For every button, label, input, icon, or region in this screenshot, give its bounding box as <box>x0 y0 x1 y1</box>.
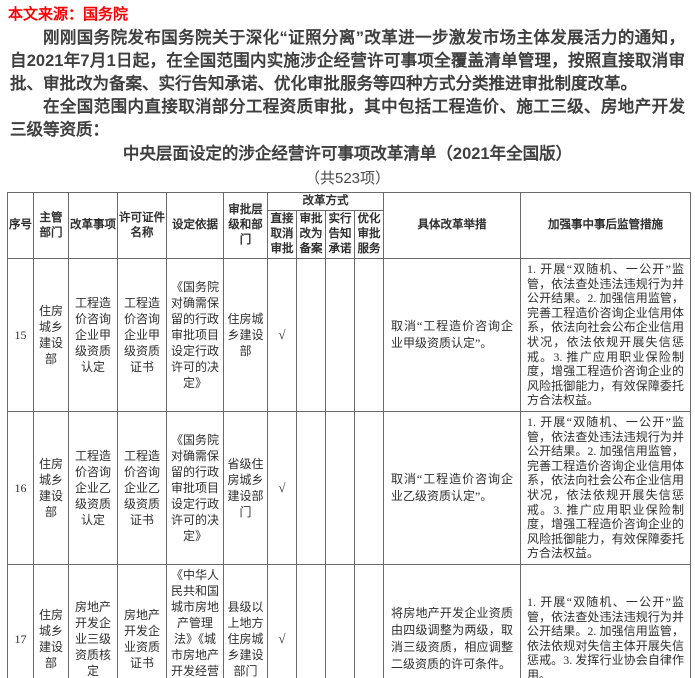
header-reform-mode-group: 改革方式 <box>267 192 384 211</box>
cell-seq: 16 <box>7 410 34 565</box>
list-count: （共523项） <box>304 170 391 187</box>
header-measures: 具体改革举措 <box>383 192 521 259</box>
header-seq: 序号 <box>7 192 34 259</box>
checkmark-cancel: √ <box>267 410 297 565</box>
source-label: 本文来源：国务院 <box>8 6 129 23</box>
reform-list-table: 序号 主管部门 改革事项 许可证件名称 设定依据 审批层级和部门 改革方式 具体… <box>7 192 691 678</box>
cell-level: 住房城乡建设部 <box>223 258 268 412</box>
header-reform-item: 改革事项 <box>68 192 118 259</box>
scope-paragraph: 在全国范围内直接取消部分工程资质审批，其中包括工程造价、施工三级、房地产开发三级… <box>10 98 685 139</box>
cell-license: 工程造价咨询企业乙级资质证书 <box>117 410 167 565</box>
cell-level: 县级以上地方住房城乡建设部门 <box>223 563 268 678</box>
cell-license: 工程造价咨询企业甲级资质证书 <box>117 258 167 412</box>
header-license-name: 许可证件名称 <box>117 192 167 259</box>
header-mode-commitment: 实行告知承诺 <box>325 210 355 259</box>
cell-mode-commitment <box>325 258 355 412</box>
cell-measures: 将房地产开发企业资质由四级调整为两级，取消三级资质，相应调整二级资质的许可条件。 <box>383 563 521 678</box>
table-header: 序号 主管部门 改革事项 许可证件名称 设定依据 审批层级和部门 改革方式 具体… <box>7 192 691 259</box>
header-approval-level: 审批层级和部门 <box>223 192 268 259</box>
checkmark-cancel: √ <box>267 258 297 412</box>
cell-mode-filing <box>296 563 326 678</box>
cell-basis: 《国务院对确需保留的行政审批项目设定行政许可的决定》 <box>166 410 224 565</box>
cell-mode-filing <box>296 258 326 412</box>
cell-mode-commitment <box>325 410 355 565</box>
cell-item: 工程造价咨询企业乙级资质认定 <box>68 410 118 565</box>
cell-mode-filing <box>296 410 326 565</box>
cell-measures: 取消“工程造价咨询企业乙级资质认定”。 <box>383 410 521 565</box>
cell-mode-commitment <box>325 563 355 678</box>
cell-dept: 住房城乡建设部 <box>33 258 69 412</box>
header-legal-basis: 设定依据 <box>166 192 224 259</box>
cell-license: 房地产开发企业资质证书 <box>117 563 167 678</box>
cell-seq: 17 <box>7 563 34 678</box>
table-row: 16 住房城乡建设部 工程造价咨询企业乙级资质认定 工程造价咨询企业乙级资质证书… <box>7 410 691 565</box>
list-title: 中央层面设定的涉企经营许可事项改革清单（2021年全国版） <box>122 145 573 163</box>
header-dept: 主管部门 <box>33 192 69 259</box>
cell-seq: 15 <box>7 258 34 412</box>
header-mode-filing: 审批改为备案 <box>296 210 326 259</box>
cell-measures: 取消“工程造价咨询企业甲级资质认定”。 <box>383 258 521 412</box>
reform-table-container: 序号 主管部门 改革事项 许可证件名称 设定依据 审批层级和部门 改革方式 具体… <box>7 192 695 678</box>
cell-item: 房地产开发企业三级资质核定 <box>68 563 118 678</box>
cell-dept: 住房城乡建设部 <box>33 410 69 565</box>
cell-basis: 《中华人民共和国城市房地产管理法》《城市房地产开发经营管理条例》 <box>166 563 224 678</box>
cell-supervision: 1. 开展“双随机、一公开”监管，依法查处违法违规行为并公开结果。2. 加强信用… <box>520 410 691 565</box>
table-row: 17 住房城乡建设部 房地产开发企业三级资质核定 房地产开发企业资质证书 《中华… <box>7 563 691 678</box>
table-row: 15 住房城乡建设部 工程造价咨询企业甲级资质认定 工程造价咨询企业甲级资质证书… <box>7 258 691 412</box>
cell-basis: 《国务院对确需保留的行政审批项目设定行政许可的决定》 <box>166 258 224 412</box>
cell-dept: 住房城乡建设部 <box>33 563 69 678</box>
cell-mode-optimize <box>354 410 384 565</box>
checkmark-cancel: √ <box>267 563 297 678</box>
cell-mode-optimize <box>354 258 384 412</box>
intro-paragraph: 刚刚国务院发布国务院关于深化“证照分离”改革进一步激发市场主体发展活力的通知，自… <box>10 29 685 93</box>
cell-supervision: 1. 开展“双随机、一公开”监管，依法查处违法违规行为并公开结果。2. 加强信用… <box>520 258 691 412</box>
cell-mode-optimize <box>354 563 384 678</box>
cell-item: 工程造价咨询企业甲级资质认定 <box>68 258 118 412</box>
header-mode-cancel: 直接取消审批 <box>267 210 297 259</box>
cell-supervision: 1. 开展“双随机、一公开”监管，依法查处违法违规行为并公开结果。2. 加强信用… <box>520 563 691 678</box>
cell-level: 省级住房城乡建设部门 <box>223 410 268 565</box>
header-supervision: 加强事中事后监管措施 <box>520 192 691 259</box>
header-mode-optimize: 优化审批服务 <box>354 210 384 259</box>
